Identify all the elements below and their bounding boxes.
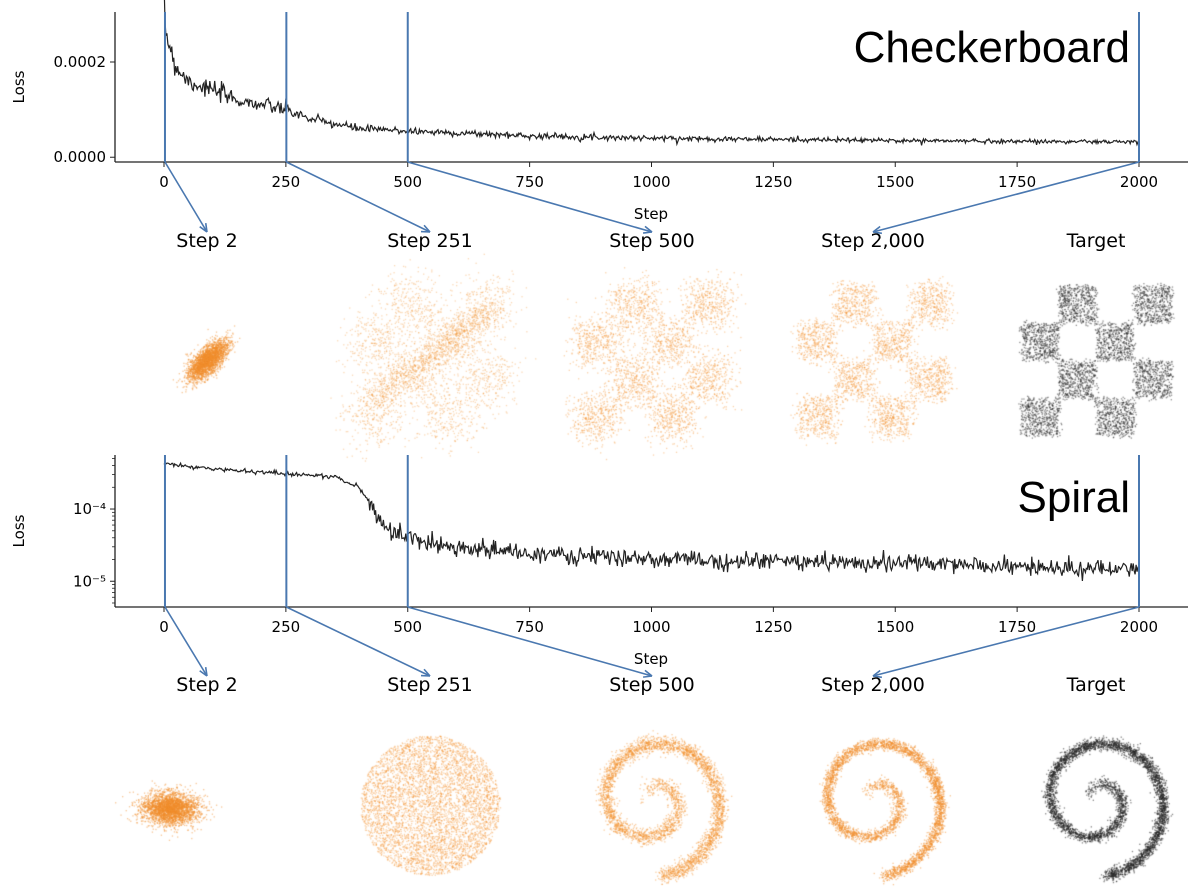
snapshot-label: Step 251 bbox=[387, 230, 473, 252]
arrow-head-icon bbox=[872, 669, 883, 679]
arrow-head-icon bbox=[199, 222, 208, 233]
x-tick-label: 1000 bbox=[632, 173, 670, 191]
x-tick-label: 2000 bbox=[1120, 173, 1158, 191]
snapshot-arrow bbox=[407, 161, 653, 233]
x-tick-label: 500 bbox=[393, 618, 422, 636]
x-tick-label: 750 bbox=[515, 173, 544, 191]
x-tick-label: 0 bbox=[159, 173, 169, 191]
arrow-head-icon bbox=[420, 668, 431, 677]
y-tick-label: 0.0000 bbox=[54, 148, 107, 166]
dataset-title: Checkerboard bbox=[854, 23, 1130, 72]
snapshot-label: Step 500 bbox=[609, 674, 695, 696]
x-tick-label: 1250 bbox=[754, 618, 792, 636]
snapshot-label: Step 2,000 bbox=[821, 230, 925, 252]
y-axis-label: Loss bbox=[10, 514, 28, 547]
arrow-head-icon bbox=[420, 224, 431, 233]
x-tick-label: 1250 bbox=[754, 173, 792, 191]
snapshot-label: Step 2 bbox=[176, 230, 237, 252]
y-tick-label: 10⁻⁵ bbox=[73, 572, 106, 590]
x-tick-label: 1750 bbox=[998, 618, 1036, 636]
x-axis-label: Step bbox=[634, 205, 668, 223]
x-axis-label: Step bbox=[634, 650, 668, 668]
x-tick-label: 0 bbox=[159, 618, 169, 636]
dataset-title: Spiral bbox=[1018, 473, 1131, 522]
arrow-head-icon bbox=[642, 669, 653, 678]
snapshot-label: Step 2 bbox=[176, 674, 237, 696]
x-tick-label: 1750 bbox=[998, 173, 1036, 191]
y-tick-label: 0.0002 bbox=[54, 53, 107, 71]
snapshot-label: Step 2,000 bbox=[821, 674, 925, 696]
snapshot-label: Step 251 bbox=[387, 674, 473, 696]
loss-curve bbox=[163, 461, 1140, 581]
snapshot-arrow bbox=[286, 161, 431, 233]
snapshot-arrow bbox=[872, 161, 1140, 233]
snapshot-label: Target bbox=[1066, 230, 1126, 252]
x-tick-label: 250 bbox=[272, 618, 301, 636]
x-tick-label: 750 bbox=[515, 618, 544, 636]
snapshot-arrow bbox=[872, 606, 1140, 677]
y-tick-label: 10⁻⁴ bbox=[73, 500, 106, 518]
x-tick-label: 500 bbox=[393, 173, 422, 191]
x-tick-label: 1500 bbox=[876, 618, 914, 636]
arrow-head-icon bbox=[872, 225, 883, 235]
snapshot-arrow bbox=[164, 161, 208, 233]
loss-curve bbox=[163, 0, 1140, 147]
snapshot-arrow bbox=[164, 606, 208, 677]
x-tick-label: 1500 bbox=[876, 173, 914, 191]
snapshot-arrow bbox=[407, 606, 653, 677]
y-axis-label: Loss bbox=[10, 70, 28, 103]
arrow-head-icon bbox=[199, 666, 208, 677]
snapshot-label: Step 500 bbox=[609, 230, 695, 252]
snapshot-arrow bbox=[286, 606, 431, 677]
x-tick-label: 2000 bbox=[1120, 618, 1158, 636]
arrow-head-icon bbox=[642, 225, 653, 234]
snapshot-label: Target bbox=[1066, 674, 1126, 696]
x-tick-label: 250 bbox=[272, 173, 301, 191]
x-tick-label: 1000 bbox=[632, 618, 670, 636]
